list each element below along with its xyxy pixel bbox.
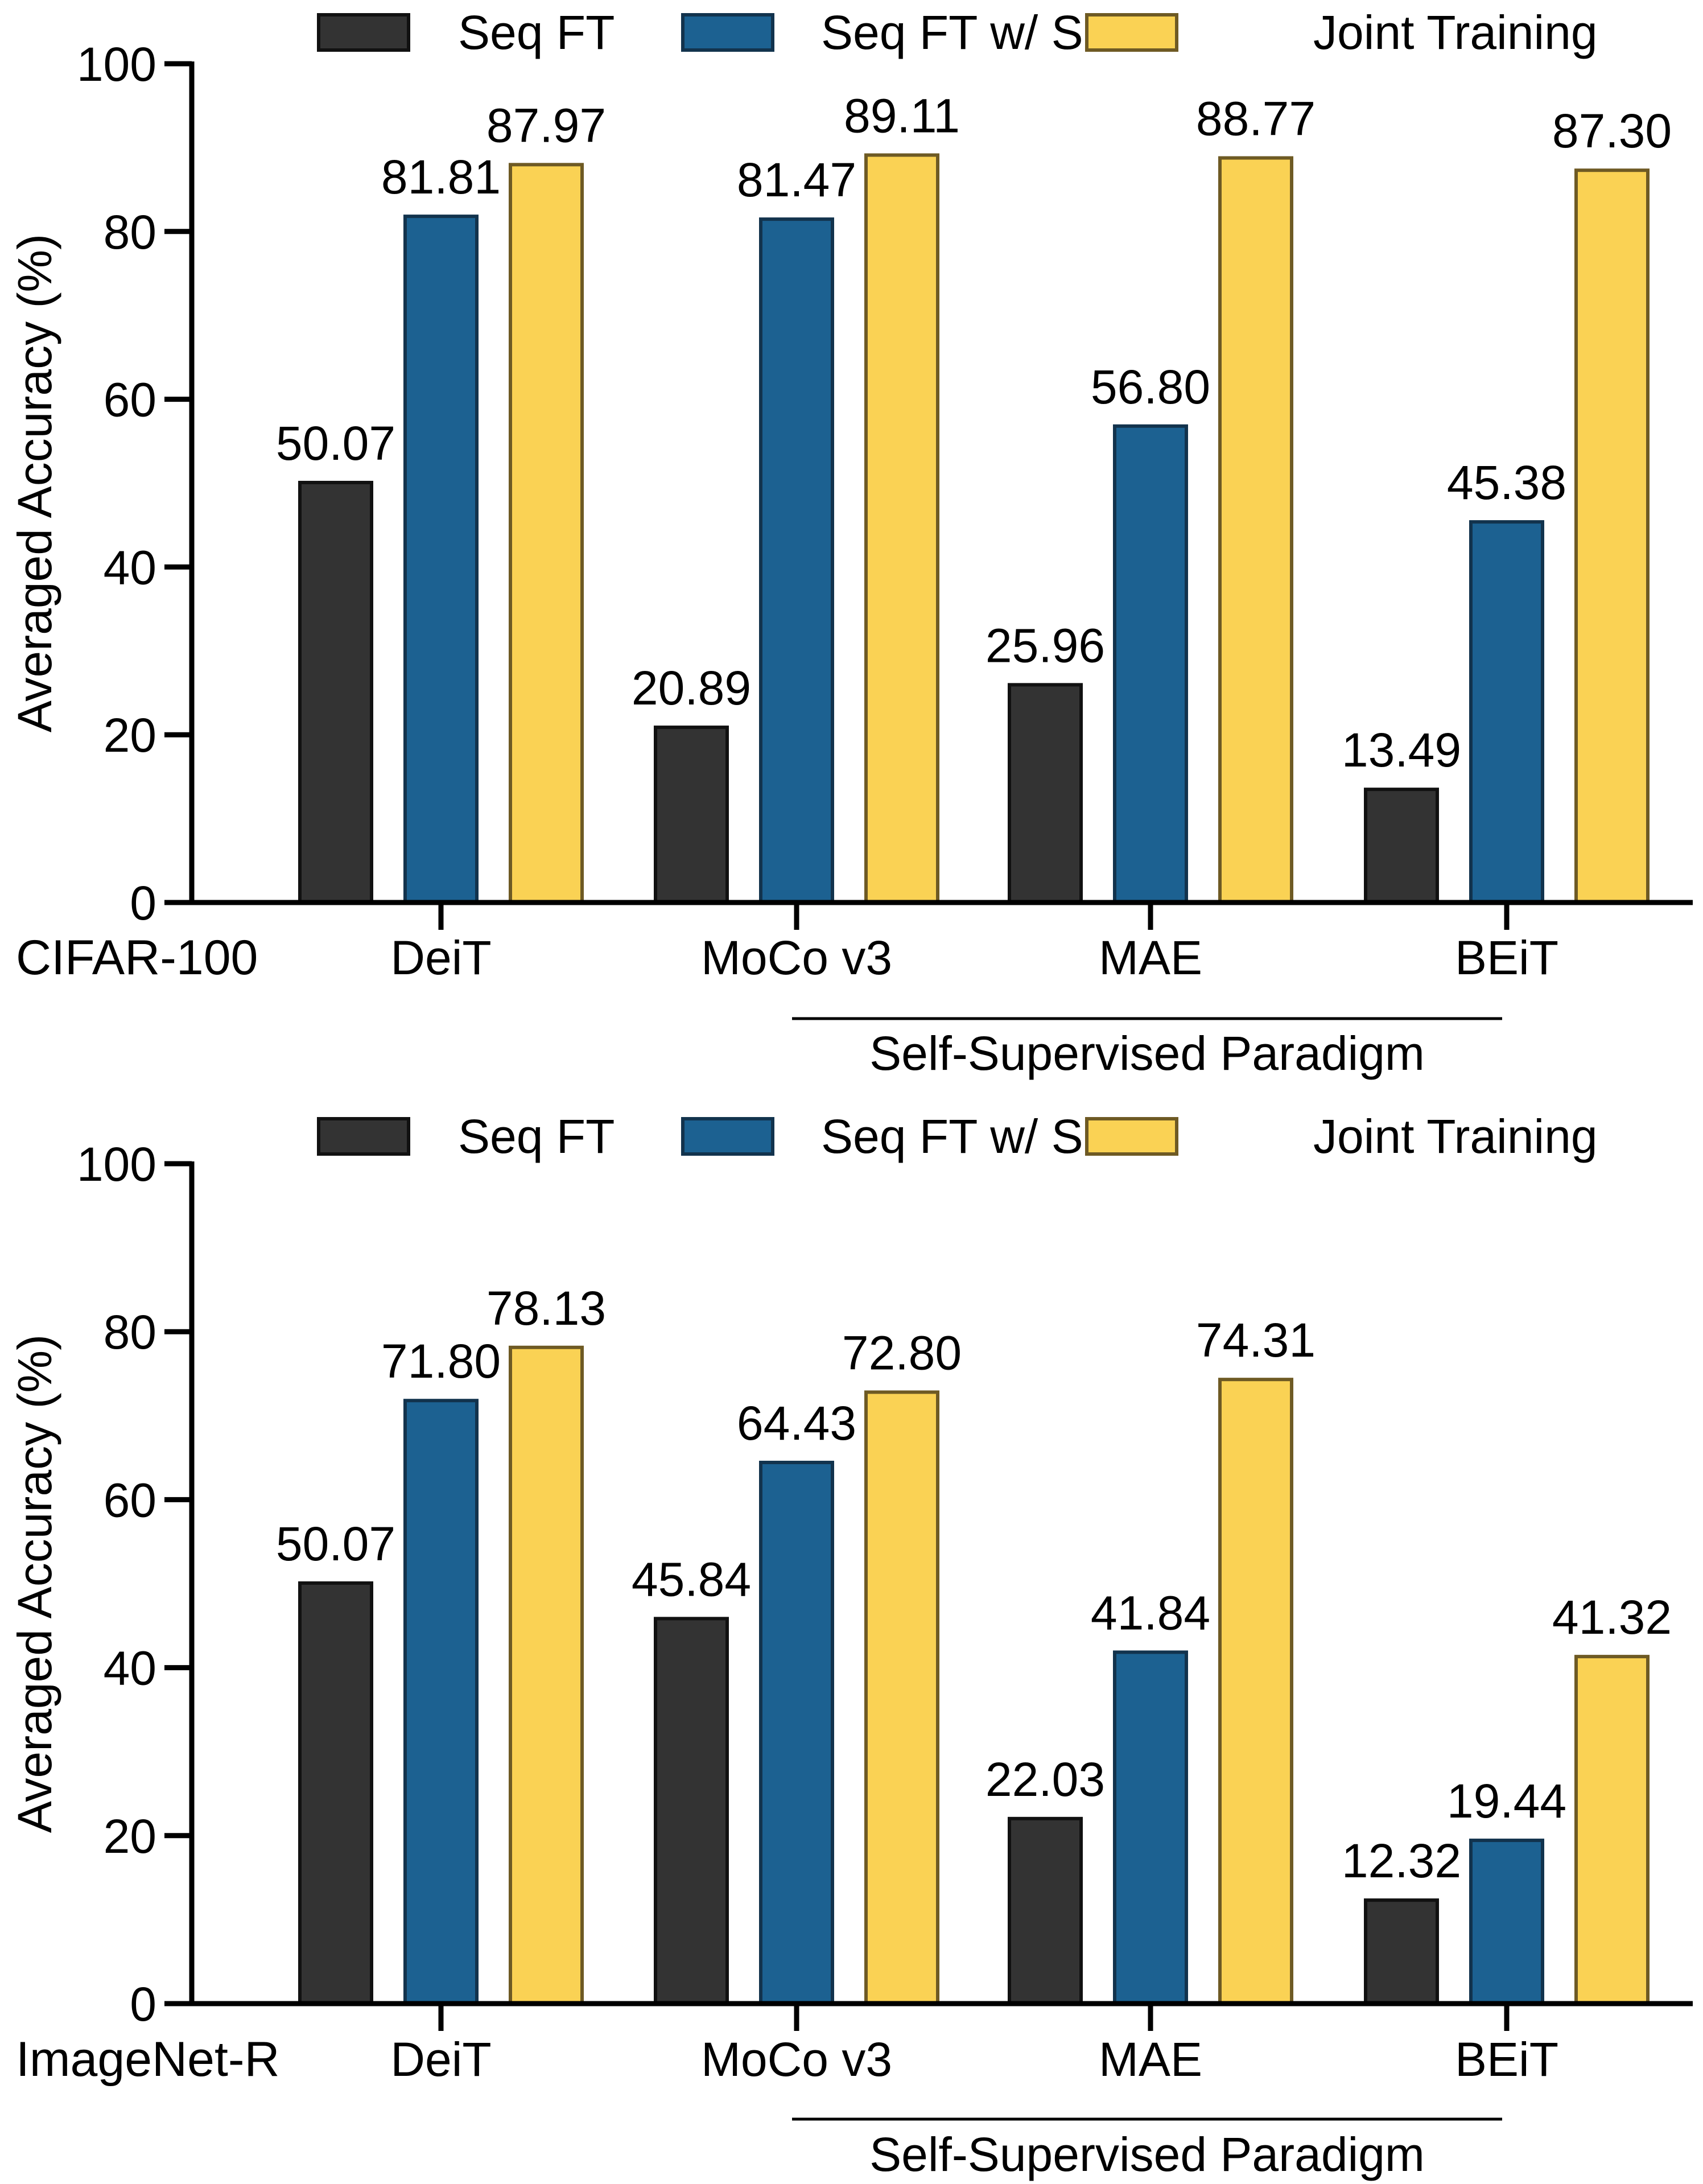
bar	[1218, 1378, 1293, 2005]
bar	[1008, 1816, 1083, 2005]
bar	[1469, 520, 1544, 904]
bar	[509, 1345, 584, 2006]
bar	[1469, 1839, 1544, 2006]
bar	[509, 163, 584, 905]
legend: Seq FT Seq FT w/ SL Joint Training	[317, 6, 1598, 59]
y-tick-label: 80	[104, 1305, 156, 1359]
x-tick-label: MAE	[1099, 931, 1202, 984]
y-axis-title: Averaged Accuracy (%)	[8, 234, 61, 732]
legend-swatch	[681, 1117, 774, 1156]
y-tick-label: 0	[130, 876, 156, 930]
data-label: 74.31	[1196, 1313, 1316, 1367]
data-label: 50.07	[276, 417, 395, 470]
bar	[1574, 168, 1650, 904]
data-label: 72.80	[842, 1326, 962, 1379]
bar	[298, 1581, 373, 2005]
bar	[403, 1399, 479, 2005]
data-label: 81.47	[737, 153, 856, 207]
legend-swatch	[317, 13, 410, 52]
data-label: 88.77	[1196, 92, 1316, 146]
data-label: 45.84	[632, 1552, 751, 1606]
bar	[403, 215, 479, 904]
data-label: 87.97	[486, 98, 606, 152]
dataset-label: CIFAR-100	[16, 930, 258, 985]
data-label: 71.80	[381, 1334, 501, 1388]
data-label: 19.44	[1447, 1774, 1566, 1828]
legend-label: Joint Training	[1313, 1110, 1598, 1163]
y-tick-label: 40	[104, 541, 156, 594]
x-tick-label: BEiT	[1455, 2033, 1558, 2086]
legend-label: Seq FT w/ SL	[821, 6, 1110, 59]
chart-panel-0: Seq FT Seq FT w/ SL Joint Training 50.07 20.…	[8, 6, 1693, 1080]
bar	[759, 217, 834, 904]
legend: Seq FT Seq FT w/ SL Joint Training	[317, 1110, 1598, 1163]
y-tick-label: 20	[104, 1810, 156, 1863]
y-tick-label: 60	[104, 1473, 156, 1527]
bar	[654, 726, 729, 905]
x-tick-label: MAE	[1099, 2033, 1202, 2086]
bar	[864, 153, 939, 905]
y-axis-title: Averaged Accuracy (%)	[8, 1334, 61, 1833]
y-tick-label: 60	[104, 373, 156, 427]
y-tick-label: 100	[77, 1138, 156, 1191]
x-tick-label: DeiT	[390, 931, 491, 984]
group-annotation-label: Self-Supervised Paradigm	[869, 2128, 1425, 2181]
bar	[1113, 1650, 1188, 2006]
chart-panel-1: Seq FT Seq FT w/ SL Joint Training 50.07 45.…	[8, 1110, 1693, 2181]
data-label: 12.32	[1342, 1834, 1461, 1888]
group-annotation-label: Self-Supervised Paradigm	[869, 1027, 1425, 1080]
y-tick-label: 100	[77, 38, 156, 91]
y-tick-label: 20	[104, 708, 156, 762]
data-label: 41.84	[1091, 1586, 1210, 1639]
x-tick-label: MoCo v3	[701, 2033, 892, 2086]
legend-label: Seq FT w/ SL	[821, 1110, 1110, 1163]
data-label: 13.49	[1342, 723, 1461, 777]
x-tick-label: BEiT	[1455, 931, 1558, 984]
data-label: 41.32	[1552, 1590, 1672, 1644]
legend-swatch	[1085, 13, 1178, 52]
data-label: 25.96	[985, 619, 1105, 672]
legend-swatch	[317, 1117, 410, 1156]
bar	[1218, 156, 1293, 905]
legend-swatch	[681, 13, 774, 52]
data-label: 22.03	[985, 1753, 1105, 1806]
legend-label: Seq FT	[458, 6, 615, 59]
bar	[1574, 1655, 1650, 2005]
x-tick-label: MoCo v3	[701, 931, 892, 984]
y-tick-label: 80	[104, 205, 156, 259]
legend-swatch	[1085, 1117, 1178, 1156]
bar	[759, 1461, 834, 2005]
y-tick-label: 0	[130, 1977, 156, 2031]
data-label: 64.43	[737, 1396, 856, 1450]
bar	[1364, 1898, 1439, 2005]
data-label: 87.30	[1552, 104, 1672, 158]
bar	[298, 480, 373, 904]
y-tick-label: 40	[104, 1642, 156, 1695]
data-label: 50.07	[276, 1517, 395, 1571]
data-label: 20.89	[632, 661, 751, 715]
x-tick-label: DeiT	[390, 2033, 491, 2086]
bar	[1008, 683, 1083, 904]
bar	[864, 1390, 939, 2005]
dataset-label: ImageNet-R	[16, 2032, 280, 2087]
data-label: 45.38	[1447, 456, 1566, 509]
data-label: 56.80	[1091, 360, 1210, 414]
data-label: 81.81	[381, 150, 501, 204]
bar	[1113, 424, 1188, 904]
data-label: 78.13	[486, 1281, 606, 1335]
legend-label: Joint Training	[1313, 6, 1598, 59]
data-label: 89.11	[844, 89, 960, 143]
bar	[654, 1617, 729, 2005]
bar	[1364, 788, 1439, 904]
legend-label: Seq FT	[458, 1110, 615, 1163]
